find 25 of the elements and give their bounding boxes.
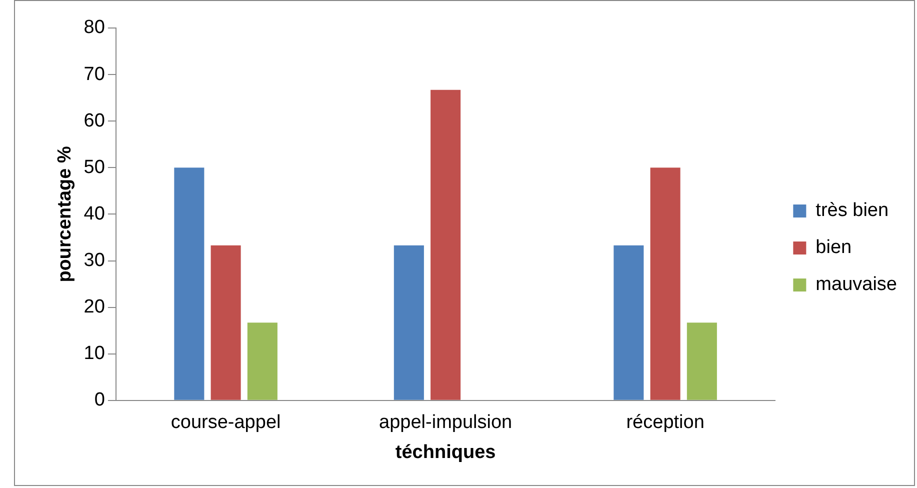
x-axis-title: téchniques xyxy=(395,442,496,463)
y-tick-label: 70 xyxy=(84,64,105,85)
y-tick-label: 30 xyxy=(84,250,105,271)
legend-label: mauvaise xyxy=(816,274,898,296)
x-tick-label: réception xyxy=(626,412,704,434)
y-tick-label: 80 xyxy=(84,17,105,38)
bar xyxy=(650,168,680,400)
bar xyxy=(394,245,424,400)
y-tick-label: 20 xyxy=(84,296,105,318)
y-tick-label: 60 xyxy=(84,110,105,132)
y-tick-label: 10 xyxy=(84,343,105,364)
bar xyxy=(210,245,241,400)
bar xyxy=(614,245,644,400)
x-tick-label: course-appel xyxy=(170,412,281,434)
bar xyxy=(430,90,461,400)
y-tick-label: 40 xyxy=(84,203,105,224)
y-tick-label: 50 xyxy=(84,156,105,178)
bar xyxy=(686,322,717,400)
y-axis-title: pourcentage % xyxy=(54,146,76,282)
x-tick-label: appel-impulsion xyxy=(379,412,512,434)
y-tick-label: 0 xyxy=(94,390,105,411)
legend-label: très bien xyxy=(816,200,889,222)
legend-label: bien xyxy=(816,237,852,258)
bar xyxy=(247,322,278,400)
bar xyxy=(174,168,204,400)
